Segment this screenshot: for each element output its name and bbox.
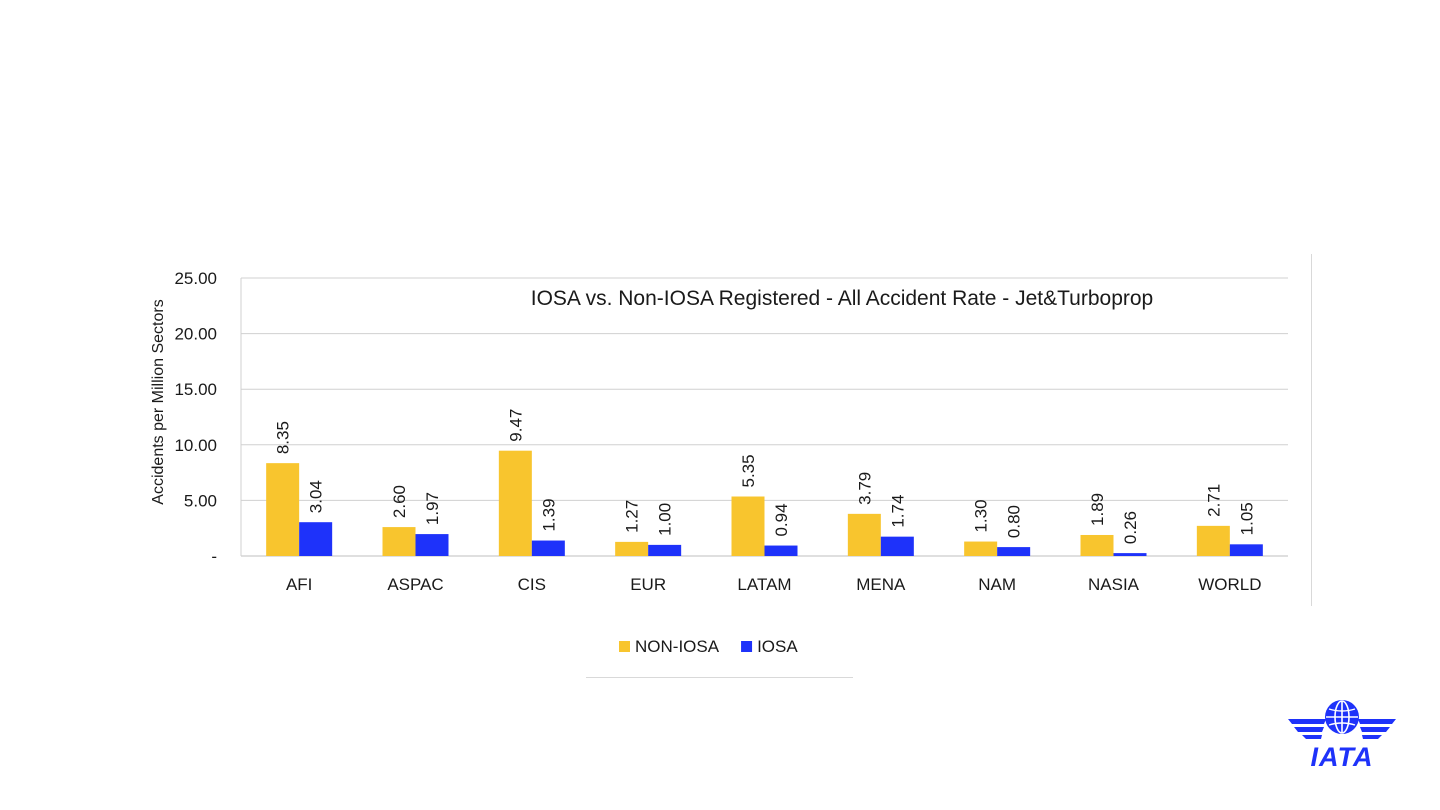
x-tick-label: WORLD	[1198, 575, 1261, 594]
data-label: 0.94	[772, 503, 791, 536]
bar-non-iosa-eur	[615, 541, 649, 556]
y-axis-label: Accidents per Million Sectors	[150, 299, 167, 504]
bar-non-iosa-aspac	[382, 527, 416, 556]
data-label: 0.80	[1005, 505, 1024, 538]
x-tick-label: CIS	[518, 575, 546, 594]
x-tick-label: NAM	[978, 575, 1016, 594]
bar-non-iosa-latam	[731, 496, 765, 556]
logo-text: IATA	[1311, 742, 1374, 769]
bar-non-iosa-world	[1196, 525, 1230, 556]
iata-logo: IATA	[1288, 700, 1396, 769]
bar-iosa-world	[1229, 544, 1263, 556]
divider-vertical	[1311, 254, 1312, 606]
bar-non-iosa-cis	[498, 450, 532, 556]
bar-iosa-mena	[880, 536, 914, 556]
x-tick-label: MENA	[856, 575, 906, 594]
data-label: 0.26	[1121, 511, 1140, 544]
bar-iosa-afi	[299, 522, 333, 556]
bar-iosa-nasia	[1113, 553, 1147, 556]
x-tick-label: EUR	[630, 575, 666, 594]
bar-iosa-eur	[648, 544, 682, 556]
y-tick-label: 5.00	[184, 491, 217, 510]
data-label: 1.05	[1237, 502, 1256, 535]
bars	[266, 450, 1263, 556]
y-tick-label: 15.00	[174, 380, 217, 399]
bar-non-iosa-mena	[847, 513, 881, 556]
legend-label: IOSA	[757, 637, 798, 656]
x-tick-label: AFI	[286, 575, 312, 594]
y-tick-label: 20.00	[174, 325, 217, 344]
data-label: 8.35	[274, 421, 293, 454]
bar-non-iosa-afi	[266, 463, 300, 556]
legend-swatch	[741, 641, 753, 652]
legend-label: NON-IOSA	[635, 637, 720, 656]
x-tick-label: LATAM	[737, 575, 791, 594]
legend: NON-IOSA IOSA	[619, 637, 798, 656]
data-label: 1.97	[423, 492, 442, 525]
data-label: 2.71	[1204, 484, 1223, 517]
data-label: 9.47	[506, 409, 525, 442]
data-label: 1.89	[1088, 493, 1107, 526]
legend-swatch	[619, 641, 630, 652]
bar-iosa-nam	[997, 547, 1031, 556]
data-label: 2.60	[390, 485, 409, 518]
data-label: 1.74	[888, 495, 907, 528]
bar-non-iosa-nasia	[1080, 534, 1114, 556]
chart-title: IOSA vs. Non-IOSA Registered - All Accid…	[531, 287, 1154, 310]
bar-iosa-aspac	[415, 534, 449, 556]
y-tick-label: 10.00	[174, 436, 217, 455]
divider-horizontal	[586, 677, 853, 678]
data-label: 3.79	[855, 472, 874, 505]
y-tick-label: 25.00	[174, 269, 217, 288]
y-axis-ticks: - 5.00 10.00 15.00 20.00 25.00	[174, 269, 217, 566]
data-labels: 8.35 3.04 2.60 1.97 9.47 1.39 1.27 1.00 5.35 0.94…	[274, 409, 1257, 545]
x-axis-ticks: AFI ASPAC CIS EUR LATAM MENA NAM NASIA WORLD	[286, 575, 1262, 594]
data-label: 3.04	[307, 480, 326, 513]
data-label: 1.30	[972, 499, 991, 532]
data-label: 1.39	[539, 498, 558, 531]
x-tick-label: NASIA	[1088, 575, 1140, 594]
data-label: 1.27	[623, 500, 642, 533]
y-tick-label: -	[211, 547, 217, 566]
bar-chart: - 5.00 10.00 15.00 20.00 25.00 8.35 3.04 2.60 1.…	[150, 269, 1288, 656]
bar-non-iosa-nam	[964, 541, 998, 556]
data-label: 5.35	[739, 454, 758, 487]
bar-iosa-latam	[764, 545, 798, 556]
x-tick-label: ASPAC	[387, 575, 443, 594]
data-label: 1.00	[656, 503, 675, 536]
bar-iosa-cis	[531, 540, 565, 556]
